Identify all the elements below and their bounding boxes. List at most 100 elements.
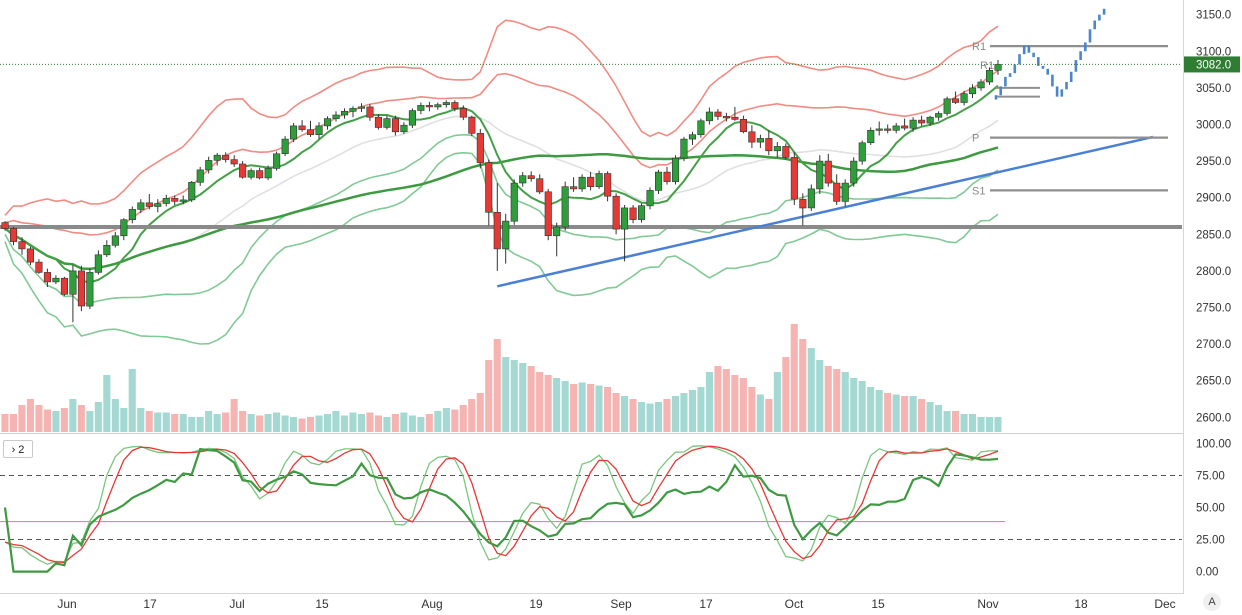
candle-down [570, 186, 578, 190]
volume-bar [561, 381, 569, 432]
time-tick-label: Nov [977, 597, 998, 611]
time-tick-label: Sep [610, 597, 632, 611]
volume-bar [493, 339, 501, 432]
oscillator-tick-label: 25.00 [1196, 535, 1225, 547]
auto-scale-button[interactable]: A [1203, 593, 1221, 611]
volume-bar [544, 375, 552, 432]
volume-bar [629, 399, 637, 432]
candle-down [256, 170, 264, 179]
volume-bar [638, 402, 646, 432]
candle-down [493, 212, 501, 250]
volume-bar [731, 375, 739, 432]
volume-bar [128, 369, 136, 432]
volume-bar [222, 412, 230, 432]
volume-bar [807, 348, 815, 432]
candle-down [739, 119, 748, 133]
upper-band-inner [4, 69, 999, 236]
candle-up [553, 226, 561, 237]
volume-bar [374, 415, 382, 432]
time-tick-label: 17 [143, 597, 157, 611]
candle-down [824, 160, 832, 184]
volume-bar [417, 417, 425, 432]
volume-bar [290, 417, 298, 432]
candle-down [451, 102, 459, 109]
candle-up [332, 114, 340, 120]
volume-bar [654, 402, 662, 432]
volume-bar [425, 414, 433, 432]
candle-up [111, 235, 119, 246]
volume-bar [145, 411, 153, 432]
volume-bar [273, 412, 281, 432]
candle-up [94, 254, 102, 273]
time-tick-label: Jul [229, 597, 244, 611]
volume-bar [188, 417, 196, 432]
volume-bar [1, 414, 9, 432]
price-tick-label: 2650.0 [1196, 376, 1231, 388]
candle-up [383, 118, 391, 128]
candle-up [154, 203, 162, 207]
volume-bar [536, 372, 544, 432]
time-tick-label: 15 [871, 597, 885, 611]
fast-moving-average [4, 84, 999, 284]
volume-bar [918, 399, 926, 432]
candle-down [306, 129, 315, 136]
price-tick-label: 2800.0 [1196, 266, 1231, 278]
time-tick-label: 15 [315, 597, 329, 611]
volume-bar [688, 390, 696, 432]
volume-bar [595, 385, 603, 432]
candle-down [544, 191, 552, 237]
candle-up [697, 120, 705, 136]
oscillator-collapse-toggle[interactable]: › 2 [3, 440, 33, 458]
volume-bar [179, 414, 187, 432]
volume-bar [994, 417, 1002, 432]
price-tick-label: 2950.0 [1196, 156, 1231, 168]
candle-down [918, 119, 926, 124]
candle-up [561, 186, 569, 228]
volume-bar [298, 418, 306, 432]
trendline [496, 135, 1154, 288]
rsi-line [3, 447, 999, 573]
candle-up [357, 106, 366, 109]
volume-bar [391, 414, 399, 432]
volume-bar [926, 402, 934, 432]
candle-down [587, 176, 595, 187]
candle-down [612, 195, 620, 230]
volume-bar [578, 382, 586, 432]
volume-bar [213, 414, 221, 432]
candle-up [281, 138, 289, 155]
candle-down [374, 116, 383, 128]
candle-up [434, 104, 442, 108]
volume-bar [969, 414, 977, 432]
volume-bar [239, 411, 247, 432]
volume-bar [960, 414, 968, 432]
volume-bar [323, 414, 331, 432]
candle-down [714, 111, 722, 117]
oscillator-pane[interactable] [0, 445, 1182, 573]
volume-bar [383, 417, 391, 432]
volume-bar [705, 372, 713, 432]
candle-up [773, 146, 781, 152]
candle-up [519, 175, 527, 184]
price-tick-label: 3050.0 [1196, 83, 1231, 95]
oscillator-tick-label: 75.00 [1196, 470, 1225, 482]
volume-bar [841, 372, 849, 432]
pivot-label: R1 [980, 60, 994, 72]
candle-up [926, 116, 934, 124]
candle-up [578, 176, 586, 190]
middle-band-line [4, 115, 999, 270]
volume-bar [952, 411, 960, 432]
volume-bar [307, 417, 315, 432]
volume-bar [35, 405, 43, 432]
volume-bar [349, 412, 357, 432]
candle-up [671, 157, 680, 182]
candle-down [298, 125, 306, 130]
price-tick-label: 2600.0 [1196, 412, 1231, 424]
volume-bar [858, 381, 866, 432]
price-pane[interactable]: R1 P S1 R1 [0, 8, 1182, 432]
volume-bar [519, 363, 527, 432]
candle-up [858, 142, 866, 162]
volume-bar [587, 384, 595, 432]
oscillator-label: 2 [18, 444, 25, 456]
